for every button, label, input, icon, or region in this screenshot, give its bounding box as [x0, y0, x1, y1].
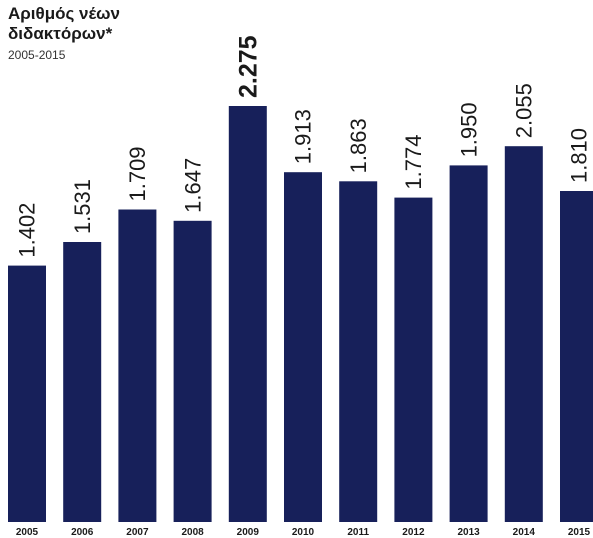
chart-title: Αριθμός νέων διδακτόρων* — [8, 4, 120, 44]
value-label-2015: 1.810 — [567, 128, 592, 183]
value-label-2010: 1.913 — [291, 109, 316, 164]
bar-2013 — [449, 165, 488, 522]
bar-2011 — [339, 181, 378, 523]
x-tick-2011: 2011 — [347, 527, 369, 538]
x-tick-2009: 2009 — [237, 527, 260, 538]
value-label-2011: 1.863 — [346, 118, 371, 173]
bar-2010 — [284, 172, 322, 522]
x-tick-2005: 2005 — [16, 527, 39, 538]
x-tick-2012: 2012 — [402, 527, 425, 538]
bar-2014 — [504, 146, 543, 522]
value-label-2008: 1.647 — [180, 158, 205, 213]
chart-subtitle: 2005-2015 — [8, 48, 66, 62]
chart-title-line-1: Αριθμός νέων — [8, 4, 120, 23]
x-tick-2007: 2007 — [126, 527, 149, 538]
bar-2008 — [173, 220, 212, 523]
x-tick-2013: 2013 — [457, 527, 480, 538]
bar-2005 — [8, 265, 46, 522]
bar-2012 — [394, 197, 433, 522]
bar-2006 — [63, 242, 102, 522]
value-label-2007: 1.709 — [125, 146, 150, 201]
x-tick-2015: 2015 — [568, 527, 591, 538]
bar-2009 — [228, 106, 267, 522]
bar-2007 — [118, 209, 157, 522]
x-tick-2008: 2008 — [181, 527, 204, 538]
x-tick-2006: 2006 — [71, 527, 94, 538]
value-label-2006: 1.531 — [70, 179, 95, 234]
x-tick-2014: 2014 — [513, 527, 536, 538]
value-label-2014: 2.055 — [512, 83, 537, 138]
value-label-2012: 1.774 — [401, 135, 426, 190]
chart-title-line-2: διδακτόρων* — [8, 24, 113, 43]
value-label-2009: 2.275 — [235, 35, 263, 98]
value-label-2013: 1.950 — [456, 102, 481, 157]
value-label-2005: 1.402 — [15, 203, 40, 258]
x-tick-2010: 2010 — [292, 527, 315, 538]
bar-2015 — [560, 191, 593, 522]
